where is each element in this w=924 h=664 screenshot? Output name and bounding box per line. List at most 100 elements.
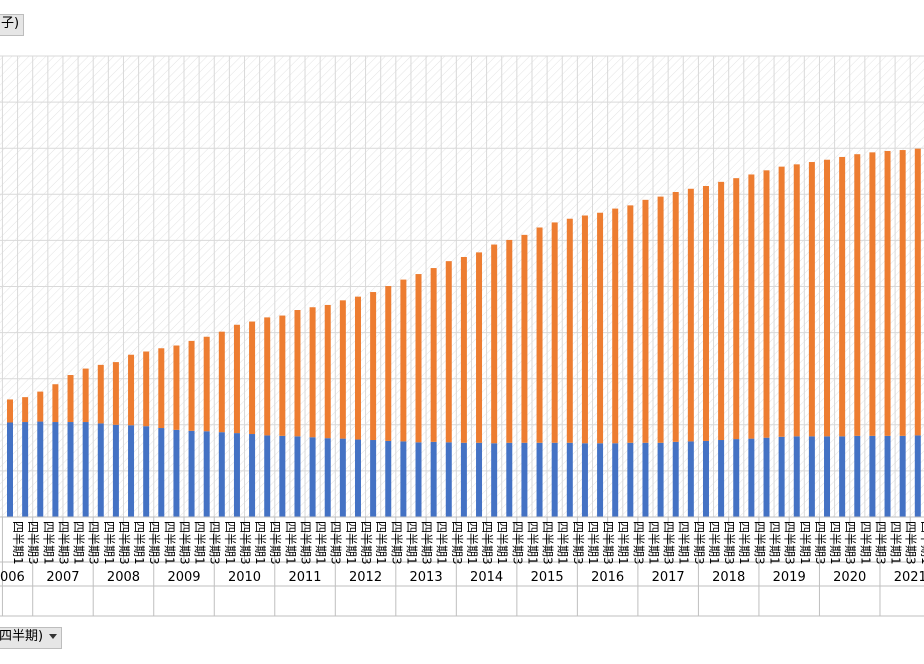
bar-segment-blue [536, 442, 543, 517]
quarter-tick-label: 四半期1 [314, 521, 328, 565]
bar-segment-orange [899, 150, 906, 436]
year-tick-label: 2010 [228, 570, 261, 585]
quarter-tick-label: 四半期1 [707, 521, 721, 565]
bar-segment-blue [793, 436, 800, 517]
bar-segment-blue [324, 438, 331, 517]
quarter-tick-label: 四半期1 [193, 521, 207, 565]
quarter-tick-label: 四半期3 [450, 521, 464, 565]
bar-segment-orange [430, 268, 437, 442]
bar-segment-blue [808, 436, 815, 517]
bar-segment-orange [173, 345, 180, 430]
bar-segment-orange [642, 199, 649, 443]
bar-segment-blue [67, 422, 74, 517]
bar-segment-blue [52, 422, 59, 517]
quarter-tick-label: 四半期1 [616, 521, 630, 565]
quarter-tick-label: 四半期1 [646, 521, 660, 565]
bar-segment-orange [37, 391, 44, 422]
bar-segment-orange [839, 156, 846, 437]
quarter-tick-label: 四半期1 [435, 521, 449, 565]
bar-segment-orange [793, 164, 800, 437]
year-tick-label: 2013 [410, 570, 443, 585]
bar-segment-blue [748, 438, 755, 517]
bar-segment-orange [7, 399, 13, 423]
year-tick-label: 2016 [591, 570, 624, 585]
bar-segment-blue [97, 423, 104, 517]
quarter-tick-label: 四半期3 [752, 521, 766, 565]
bar-segment-blue [249, 434, 256, 517]
bar-segment-orange [506, 239, 513, 443]
bar-segment-blue [869, 435, 876, 517]
bar-segment-orange [824, 159, 831, 437]
bar-segment-orange [491, 244, 498, 444]
quarter-tick-label: 四半期3 [873, 521, 887, 565]
quarter-tick-label: 四半期1 [253, 521, 267, 565]
bar-segment-blue [672, 441, 679, 517]
bar-segment-orange [218, 331, 225, 433]
bar-segment-orange [233, 324, 240, 434]
bar-series [7, 148, 921, 517]
year-tick-label: 006 [0, 570, 25, 585]
x-axis: 四半期1 四半期3 四半期1 四半期3 四半期1 四半期3 四半期1 四半期3 四半期1 四半期3… [0, 516, 924, 617]
bar-segment-orange [733, 178, 740, 440]
bar-segment-blue [763, 437, 770, 517]
bar-segment-orange [294, 310, 301, 437]
quarter-tick-label: 四半期3 [238, 521, 252, 565]
quarter-tick-label: 四半期3 [601, 521, 615, 565]
bar-segment-orange [143, 351, 150, 427]
bar-segment-blue [385, 440, 392, 517]
bar-segment-blue [143, 426, 150, 517]
bar-segment-blue [914, 435, 921, 517]
bar-segment-blue [687, 441, 694, 517]
quarter-tick-label: 四半期3 [208, 521, 222, 565]
year-tick-label: 2012 [349, 570, 382, 585]
year-tick-label: 2020 [833, 570, 866, 585]
bar-segment-blue [82, 422, 89, 517]
quarter-tick-label: 四半期3 [147, 521, 161, 565]
bar-segment-orange [445, 261, 452, 443]
bar-segment-orange [914, 148, 921, 436]
bar-segment-blue [702, 440, 709, 517]
bar-segment-blue [173, 429, 180, 517]
bar-segment-orange [279, 315, 286, 436]
quarter-tick-label: 四半期3 [420, 521, 434, 565]
bar-segment-blue [309, 437, 316, 517]
gridlines [0, 55, 924, 518]
year-tick-label: 2017 [652, 570, 685, 585]
bar-segment-orange [82, 368, 89, 423]
bar-segment-blue [430, 441, 437, 517]
year-tick-label: 2021 [894, 570, 924, 585]
quarter-tick-label: 四半期1 [889, 521, 903, 565]
quarter-tick-label: 四半期1 [828, 521, 842, 565]
quarter-tick-label: 四半期1 [768, 521, 782, 565]
top-field-button[interactable]: 子) [0, 14, 25, 36]
quarter-tick-label: 四半期1 [798, 521, 812, 565]
quarter-tick-label: 四半期1 [102, 521, 116, 565]
bar-segment-orange [536, 227, 543, 443]
bar-segment-blue [839, 436, 846, 517]
bar-segment-orange [627, 205, 634, 443]
bar-segment-orange [354, 296, 361, 440]
bar-segment-blue [506, 442, 513, 517]
bar-segment-orange [476, 252, 483, 443]
bar-segment-orange [158, 348, 165, 429]
bar-segment-blue [657, 442, 664, 517]
quarter-tick-label: 四半期1 [344, 521, 358, 565]
bar-segment-blue [22, 422, 29, 517]
bar-segment-blue [112, 424, 119, 517]
bar-segment-orange [763, 170, 770, 438]
bar-segment-orange [112, 362, 119, 425]
bar-segment-blue [218, 432, 225, 517]
quarter-tick-label: 四半期1 [556, 521, 570, 565]
bar-segment-orange [324, 304, 331, 439]
bar-segment-blue [854, 435, 861, 517]
bar-segment-orange [188, 340, 195, 431]
quarter-tick-label: 四半期3 [813, 521, 827, 565]
bar-segment-orange [581, 215, 588, 444]
quarter-field-button[interactable]: 四半期) [0, 627, 63, 649]
bar-segment-orange [415, 274, 422, 443]
quarter-tick-label: 四半期1 [525, 521, 539, 565]
bar-segment-blue [824, 436, 831, 517]
bar-segment-orange [400, 279, 407, 442]
